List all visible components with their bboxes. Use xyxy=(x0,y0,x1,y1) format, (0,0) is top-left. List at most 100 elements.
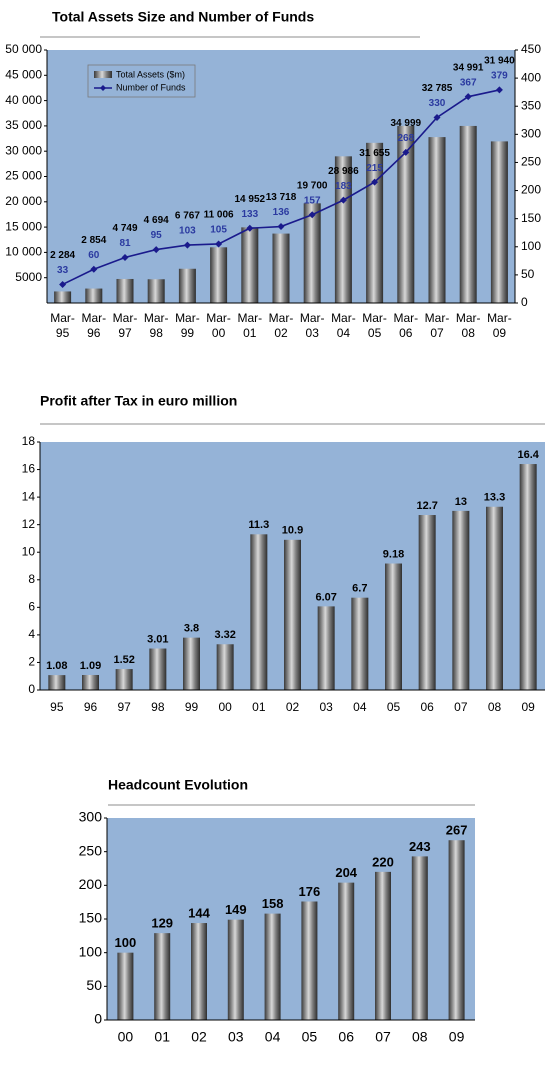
y-tick-label: 10 000 xyxy=(5,245,42,259)
funds-label: 330 xyxy=(429,98,446,109)
x-tick-label: 04 xyxy=(265,1029,281,1045)
assets-label: 4 694 xyxy=(144,215,169,226)
bar xyxy=(85,288,103,303)
bar xyxy=(301,901,318,1020)
x-tick-label: 02 xyxy=(286,700,300,714)
x-tick-label: 02 xyxy=(191,1029,207,1045)
x-tick-label: 06 xyxy=(338,1029,354,1045)
data-label: 220 xyxy=(372,854,394,869)
y-tick-label: 250 xyxy=(79,842,103,858)
y-tick-label: 4 xyxy=(28,627,35,641)
bar xyxy=(178,268,196,303)
x-tick-label-line: Mar- xyxy=(81,311,106,325)
data-label: 158 xyxy=(262,896,284,911)
x-tick-label: 05 xyxy=(387,700,401,714)
x-tick-label-line: Mar- xyxy=(362,311,387,325)
y-tick-label: 0 xyxy=(28,682,35,696)
bar xyxy=(48,675,66,690)
funds-label: 268 xyxy=(397,133,414,144)
y2-tick-label: 200 xyxy=(521,183,541,197)
x-tick-label-line: Mar- xyxy=(425,311,450,325)
x-tick-label: 99 xyxy=(185,700,199,714)
data-label: 3.8 xyxy=(184,623,199,635)
bar xyxy=(149,648,167,690)
y-tick-label: 40 000 xyxy=(5,93,42,107)
assets-label: 6 767 xyxy=(175,211,200,222)
x-tick-label-line: Mar- xyxy=(175,311,200,325)
data-label: 9.18 xyxy=(383,548,404,560)
bar xyxy=(448,840,465,1020)
assets-label: 13 718 xyxy=(266,192,297,203)
x-tick-label: Mar-03 xyxy=(300,311,325,340)
bar xyxy=(418,515,436,690)
x-tick-label: 08 xyxy=(488,700,502,714)
data-label: 12.7 xyxy=(416,500,437,512)
x-tick-label-line: Mar- xyxy=(50,311,75,325)
x-tick-label: 01 xyxy=(154,1029,170,1045)
data-label: 6.7 xyxy=(352,583,367,595)
x-tick-label: 01 xyxy=(252,700,266,714)
x-tick-label: Mar-97 xyxy=(113,311,138,340)
y-tick-label: 12 xyxy=(22,517,36,531)
funds-marker xyxy=(433,113,441,121)
data-label: 1.52 xyxy=(113,654,134,666)
x-tick-label: 04 xyxy=(353,700,367,714)
y-tick-label: 5000 xyxy=(15,270,42,284)
x-tick-label: 09 xyxy=(521,700,535,714)
funds-label: 60 xyxy=(88,250,100,261)
x-tick-label: Mar-99 xyxy=(175,311,200,340)
x-tick-label-line: 00 xyxy=(212,326,226,340)
y2-tick-label: 450 xyxy=(521,42,541,56)
bar xyxy=(411,856,428,1020)
x-tick-label-line: 95 xyxy=(56,326,70,340)
y-tick-label: 200 xyxy=(79,876,103,892)
bar xyxy=(519,464,537,690)
y-tick-label: 18 xyxy=(22,434,36,448)
funds-marker xyxy=(339,196,347,204)
funds-marker xyxy=(495,86,503,94)
funds-label: 367 xyxy=(460,77,477,88)
x-tick-label: 07 xyxy=(375,1029,391,1045)
y2-tick-label: 50 xyxy=(521,267,535,281)
funds-label: 81 xyxy=(119,238,131,249)
x-tick-label: 03 xyxy=(228,1029,244,1045)
x-tick-label-line: Mar- xyxy=(144,311,169,325)
x-tick-label-line: 08 xyxy=(462,326,476,340)
bar xyxy=(116,278,134,303)
funds-marker xyxy=(59,280,67,288)
assets-label: 4 749 xyxy=(112,223,137,234)
funds-label: 136 xyxy=(273,207,290,218)
x-tick-label: Mar-08 xyxy=(456,311,481,340)
x-tick-label-line: Mar- xyxy=(393,311,418,325)
y-tick-label: 0 xyxy=(94,1011,102,1027)
legend-marker xyxy=(100,85,106,91)
y2-tick-label: 0 xyxy=(521,295,528,309)
bar xyxy=(154,933,171,1020)
x-tick-label: Mar-95 xyxy=(50,311,75,340)
x-tick-label-line: 96 xyxy=(87,326,101,340)
bar xyxy=(375,871,391,1020)
data-label: 3.32 xyxy=(214,629,235,641)
chart-title: Profit after Tax in euro million xyxy=(40,393,237,409)
bar xyxy=(397,125,415,303)
y2-tick-label: 300 xyxy=(521,127,541,141)
bar xyxy=(183,637,200,690)
y-tick-label: 2 xyxy=(28,655,35,669)
assets-label: 14 952 xyxy=(235,194,266,205)
y-tick-label: 6 xyxy=(28,600,35,614)
y2-tick-label: 350 xyxy=(521,98,541,112)
bar xyxy=(428,137,446,303)
x-tick-label-line: Mar- xyxy=(487,311,512,325)
x-tick-label-line: 01 xyxy=(243,326,257,340)
x-tick-label: 06 xyxy=(420,700,434,714)
assets-label: 32 785 xyxy=(422,83,453,94)
legend-swatch xyxy=(94,71,112,78)
y-tick-label: 300 xyxy=(79,809,103,825)
bar xyxy=(303,203,321,303)
bar xyxy=(227,919,244,1020)
data-label: 11.3 xyxy=(248,519,269,531)
bar xyxy=(272,233,290,303)
y-tick-label: 8 xyxy=(28,572,35,586)
x-tick-label-line: 97 xyxy=(118,326,132,340)
